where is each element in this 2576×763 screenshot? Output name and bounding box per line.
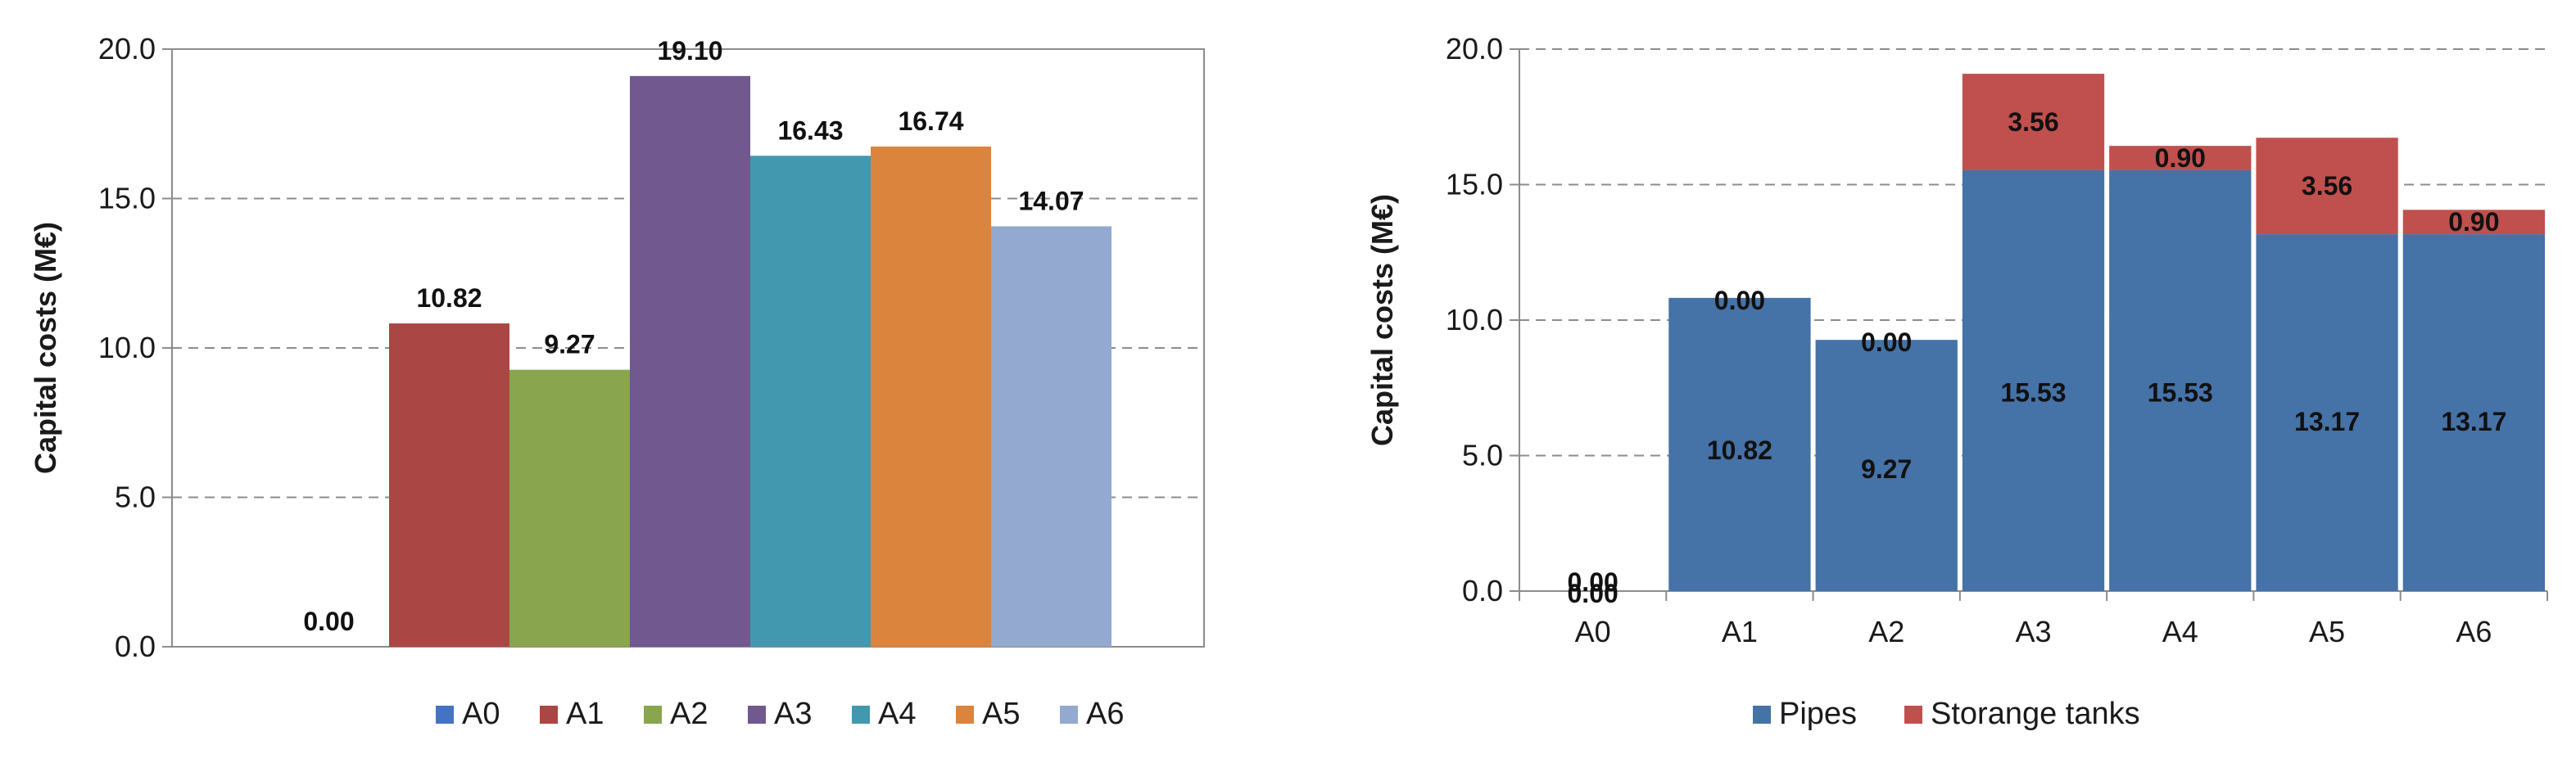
data-label-pipes: 13.17 (2441, 407, 2506, 436)
data-label-tanks: 0.90 (2155, 143, 2206, 173)
x-tick-label: A3 (2015, 615, 2051, 648)
bar-a5 (871, 146, 991, 648)
legend-swatch (1904, 706, 1922, 724)
data-label-pipes: 0.00 (1568, 567, 1618, 597)
data-label: 0.00 (303, 607, 354, 636)
bar-a4 (750, 156, 871, 647)
y-tick-label: 15.0 (98, 182, 156, 215)
legend-label: Storange tanks (1931, 697, 2140, 731)
legend-label: A0 (462, 697, 500, 731)
legend-swatch (436, 706, 454, 724)
bar-tanks-a5 (2256, 138, 2398, 235)
legend-label: A2 (670, 697, 708, 731)
legend-label: A6 (1086, 697, 1124, 731)
y-tick-label: 5.0 (115, 481, 156, 514)
y-tick-label: 15.0 (1446, 168, 1503, 201)
data-label-pipes: 15.53 (2148, 378, 2213, 408)
y-tick-label: 5.0 (1462, 439, 1503, 472)
data-label: 16.74 (898, 106, 963, 136)
y-tick-label: 0.0 (1462, 574, 1503, 607)
data-label-tanks: 3.56 (2008, 107, 2058, 137)
bar-a6 (991, 226, 1111, 647)
data-label: 10.82 (416, 283, 482, 313)
legend-swatch (956, 706, 974, 724)
bar-pipes-a5 (2256, 234, 2398, 591)
legend-swatch (644, 706, 662, 724)
x-tick-label: A4 (2162, 615, 2198, 648)
data-label-tanks: 0.90 (2448, 207, 2499, 237)
x-tick-label: A0 (1575, 615, 1611, 648)
x-tick-label: A5 (2309, 615, 2345, 648)
chart-1: 0.0 5.0 10.0 15.0 20.0 Capital costs (M€) 0.00… (29, 32, 1205, 731)
y-tick-label: 10.0 (1446, 303, 1503, 336)
bar-tanks-a4 (2109, 146, 2252, 170)
chart-2: 0.0 5.0 10.0 15.0 20.0 Capital costs (M€) 0.00… (1365, 32, 2548, 731)
y-axis-label: Capital costs (M€) (1365, 194, 1399, 446)
data-label: 19.10 (657, 36, 722, 65)
data-label-pipes: 13.17 (2294, 407, 2360, 436)
bar-pipes-a3 (1962, 169, 2105, 591)
data-label-tanks: 3.56 (2302, 171, 2352, 201)
legend-label: Pipes (1779, 697, 1857, 731)
data-label: 16.43 (777, 115, 843, 145)
legend-swatch (852, 706, 870, 724)
bar-a2 (509, 369, 630, 647)
y-tick-label: 20.0 (98, 32, 156, 65)
y-tick-label: 10.0 (98, 331, 156, 364)
bar-pipes-a1 (1668, 297, 1811, 591)
data-label-tanks: 0.00 (1568, 579, 1618, 608)
y-axis-label: Capital costs (M€) (29, 222, 62, 474)
data-label-pipes: 10.82 (1707, 436, 1772, 465)
data-label-tanks: 0.00 (1861, 327, 1912, 357)
legend-label: A3 (774, 697, 812, 731)
data-label: 9.27 (544, 330, 595, 359)
x-tick-label: A1 (1722, 615, 1758, 648)
legend-swatch (540, 706, 558, 724)
legend-swatch (1060, 706, 1078, 724)
legend-label: A1 (566, 697, 604, 731)
bar-pipes-a4 (2109, 169, 2252, 591)
bar-tanks-a6 (2402, 210, 2545, 235)
bar-pipes-a2 (1815, 340, 1958, 591)
y-tick-label: 20.0 (1446, 32, 1503, 65)
x-tick-label: A2 (1868, 615, 1904, 648)
legend-swatch (1753, 706, 1771, 724)
data-label-tanks: 0.00 (1714, 286, 1765, 315)
bar-tanks-a3 (1962, 74, 2105, 170)
legend-label: A5 (982, 697, 1020, 731)
legend-swatch (748, 706, 766, 724)
data-label-pipes: 9.27 (1861, 454, 1912, 484)
data-label-pipes: 15.53 (2000, 378, 2066, 408)
bar-a1 (389, 323, 509, 647)
bar-pipes-a6 (2402, 234, 2545, 591)
x-tick-label: A6 (2456, 615, 2492, 648)
y-tick-label: 0.0 (115, 630, 156, 663)
data-label: 14.07 (1018, 186, 1084, 215)
bar-a3 (630, 75, 750, 648)
legend-label: A4 (878, 697, 916, 731)
